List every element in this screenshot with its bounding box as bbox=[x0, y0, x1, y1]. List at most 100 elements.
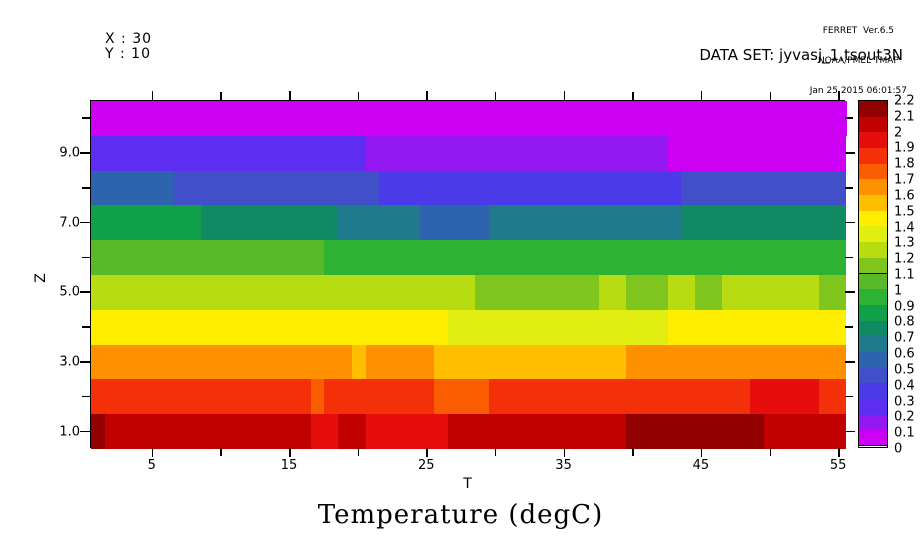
colorbar-cell bbox=[859, 179, 887, 197]
heatmap-segment-z2 bbox=[91, 379, 312, 415]
x-tick bbox=[563, 448, 566, 457]
heatmap-segment-z7 bbox=[681, 205, 847, 241]
colorbar-tick-label: 1.6 bbox=[894, 188, 915, 204]
colorbar-cell bbox=[859, 414, 887, 432]
y-tick-right bbox=[845, 187, 853, 189]
heatmap-segment-z1 bbox=[626, 414, 765, 450]
colorbar-tick-label: 0 bbox=[894, 441, 903, 457]
x-tick bbox=[151, 448, 154, 457]
x-tick bbox=[357, 448, 360, 456]
y-tick bbox=[80, 361, 90, 363]
y-tick-right bbox=[845, 291, 855, 293]
heatmap-segment-z5 bbox=[475, 275, 600, 311]
x-tick bbox=[838, 448, 840, 457]
x-tick bbox=[289, 448, 291, 457]
colorbar-tick-label: 0.9 bbox=[894, 299, 915, 315]
heatmap-segment-z10 bbox=[91, 101, 847, 137]
colorbar-tick-label: 2.2 bbox=[894, 93, 915, 109]
dataset-label: DATA SET: jyvasj_1.tsout3N bbox=[699, 46, 903, 64]
x-tick-label: 15 bbox=[280, 458, 298, 473]
ferret-org-line: NOAA/PMEL TMAP bbox=[817, 56, 899, 66]
colorbar-cell bbox=[859, 336, 887, 353]
x-tick-top bbox=[838, 91, 840, 100]
heatmap-segment-z5 bbox=[91, 275, 476, 311]
colorbar-cell bbox=[859, 273, 887, 291]
heatmap-segment-z5 bbox=[667, 275, 696, 311]
y-tick-right bbox=[845, 395, 853, 398]
heatmap-segment-z5 bbox=[722, 275, 820, 311]
x-tick bbox=[494, 448, 497, 456]
y-tick bbox=[82, 187, 90, 189]
ferret-version-line: FERRET Ver.6.5 bbox=[822, 26, 895, 36]
colorbar-cell bbox=[859, 210, 887, 228]
heatmap-segment-z2 bbox=[749, 379, 820, 415]
colorbar-cell bbox=[859, 383, 887, 400]
x-tick-top bbox=[220, 92, 222, 100]
colorbar-tick-label: 1.8 bbox=[894, 156, 915, 172]
colorbar-tick-label: 1.5 bbox=[894, 204, 915, 220]
heatmap-segment-z5 bbox=[598, 275, 627, 311]
heatmap-segment-z7 bbox=[200, 205, 339, 241]
y-tick-right bbox=[845, 221, 855, 224]
colorbar-tick-label: 0.7 bbox=[894, 330, 915, 346]
colorbar bbox=[858, 100, 888, 448]
colorbar-tick-label: 2 bbox=[894, 125, 903, 141]
heatmap-segment-z3 bbox=[626, 344, 847, 380]
y-tick-label: 1.0 bbox=[59, 424, 80, 440]
heatmap-segment-z2 bbox=[489, 379, 751, 415]
heatmap-segment-z6 bbox=[324, 240, 847, 276]
heatmap-segment-z8 bbox=[173, 170, 380, 206]
heatmap-segment-z3 bbox=[365, 344, 435, 380]
colorbar-tick-label: 1.7 bbox=[894, 172, 915, 188]
colorbar-tick-label: 0.4 bbox=[894, 378, 915, 394]
heatmap-segment-z2 bbox=[324, 379, 435, 415]
colorbar-cell bbox=[859, 195, 887, 212]
colorbar-cell bbox=[859, 163, 887, 181]
heatmap-segment-z3 bbox=[91, 344, 353, 380]
x-tick-label: 45 bbox=[692, 458, 710, 473]
colorbar-cell bbox=[859, 148, 887, 165]
y-tick bbox=[82, 326, 90, 328]
x-tick-label: 25 bbox=[418, 458, 435, 473]
colorbar-tick-label: 1.2 bbox=[894, 251, 915, 267]
x-tick-top bbox=[426, 91, 428, 100]
plot-title: Temperature (degC) bbox=[317, 500, 604, 530]
colorbar-cell bbox=[859, 304, 887, 322]
y-tick bbox=[80, 291, 90, 293]
colorbar-tick-label: 2.1 bbox=[894, 109, 915, 125]
y-tick bbox=[80, 152, 90, 154]
colorbar-tick-label: 1 bbox=[894, 283, 903, 299]
x-tick-top bbox=[151, 91, 154, 100]
colorbar-cell bbox=[859, 398, 887, 416]
heatmap-segment-z7 bbox=[420, 205, 490, 241]
colorbar-tick-label: 0.8 bbox=[894, 314, 915, 330]
heatmap-segment-z2 bbox=[434, 379, 490, 415]
colorbar-cell bbox=[859, 116, 887, 134]
colorbar-tick-label: 0.3 bbox=[894, 394, 915, 410]
x-tick-label: 55 bbox=[829, 458, 847, 473]
y-tick-right bbox=[845, 361, 855, 363]
y-tick bbox=[82, 256, 90, 259]
x-tick-top bbox=[632, 92, 634, 100]
colorbar-tick-label: 0.6 bbox=[894, 346, 915, 362]
heatmap-segment-z8 bbox=[681, 170, 847, 206]
colorbar-cell bbox=[859, 226, 887, 244]
heatmap-segment-z5 bbox=[695, 275, 723, 311]
x-tick-label: 5 bbox=[147, 458, 156, 473]
heatmap-segment-z1 bbox=[338, 414, 367, 450]
y-tick-label: 7.0 bbox=[59, 215, 80, 231]
heatmap-segment-z9 bbox=[365, 135, 669, 172]
heatmap-segment-z1 bbox=[310, 414, 339, 450]
colorbar-tick-label: 1.4 bbox=[894, 220, 915, 236]
x-index-label: X : 30 bbox=[105, 31, 153, 47]
colorbar-cell bbox=[859, 242, 887, 259]
heatmap-segment-z1 bbox=[447, 414, 627, 450]
heatmap-segment-z4 bbox=[447, 309, 669, 346]
heatmap-plot-area bbox=[90, 100, 847, 450]
colorbar-cell bbox=[859, 132, 887, 150]
colorbar-cell bbox=[859, 257, 887, 275]
x-tick bbox=[700, 448, 703, 457]
colorbar-cell bbox=[859, 430, 887, 446]
x-tick-top bbox=[494, 92, 497, 100]
heatmap-segment-z3 bbox=[351, 344, 367, 380]
